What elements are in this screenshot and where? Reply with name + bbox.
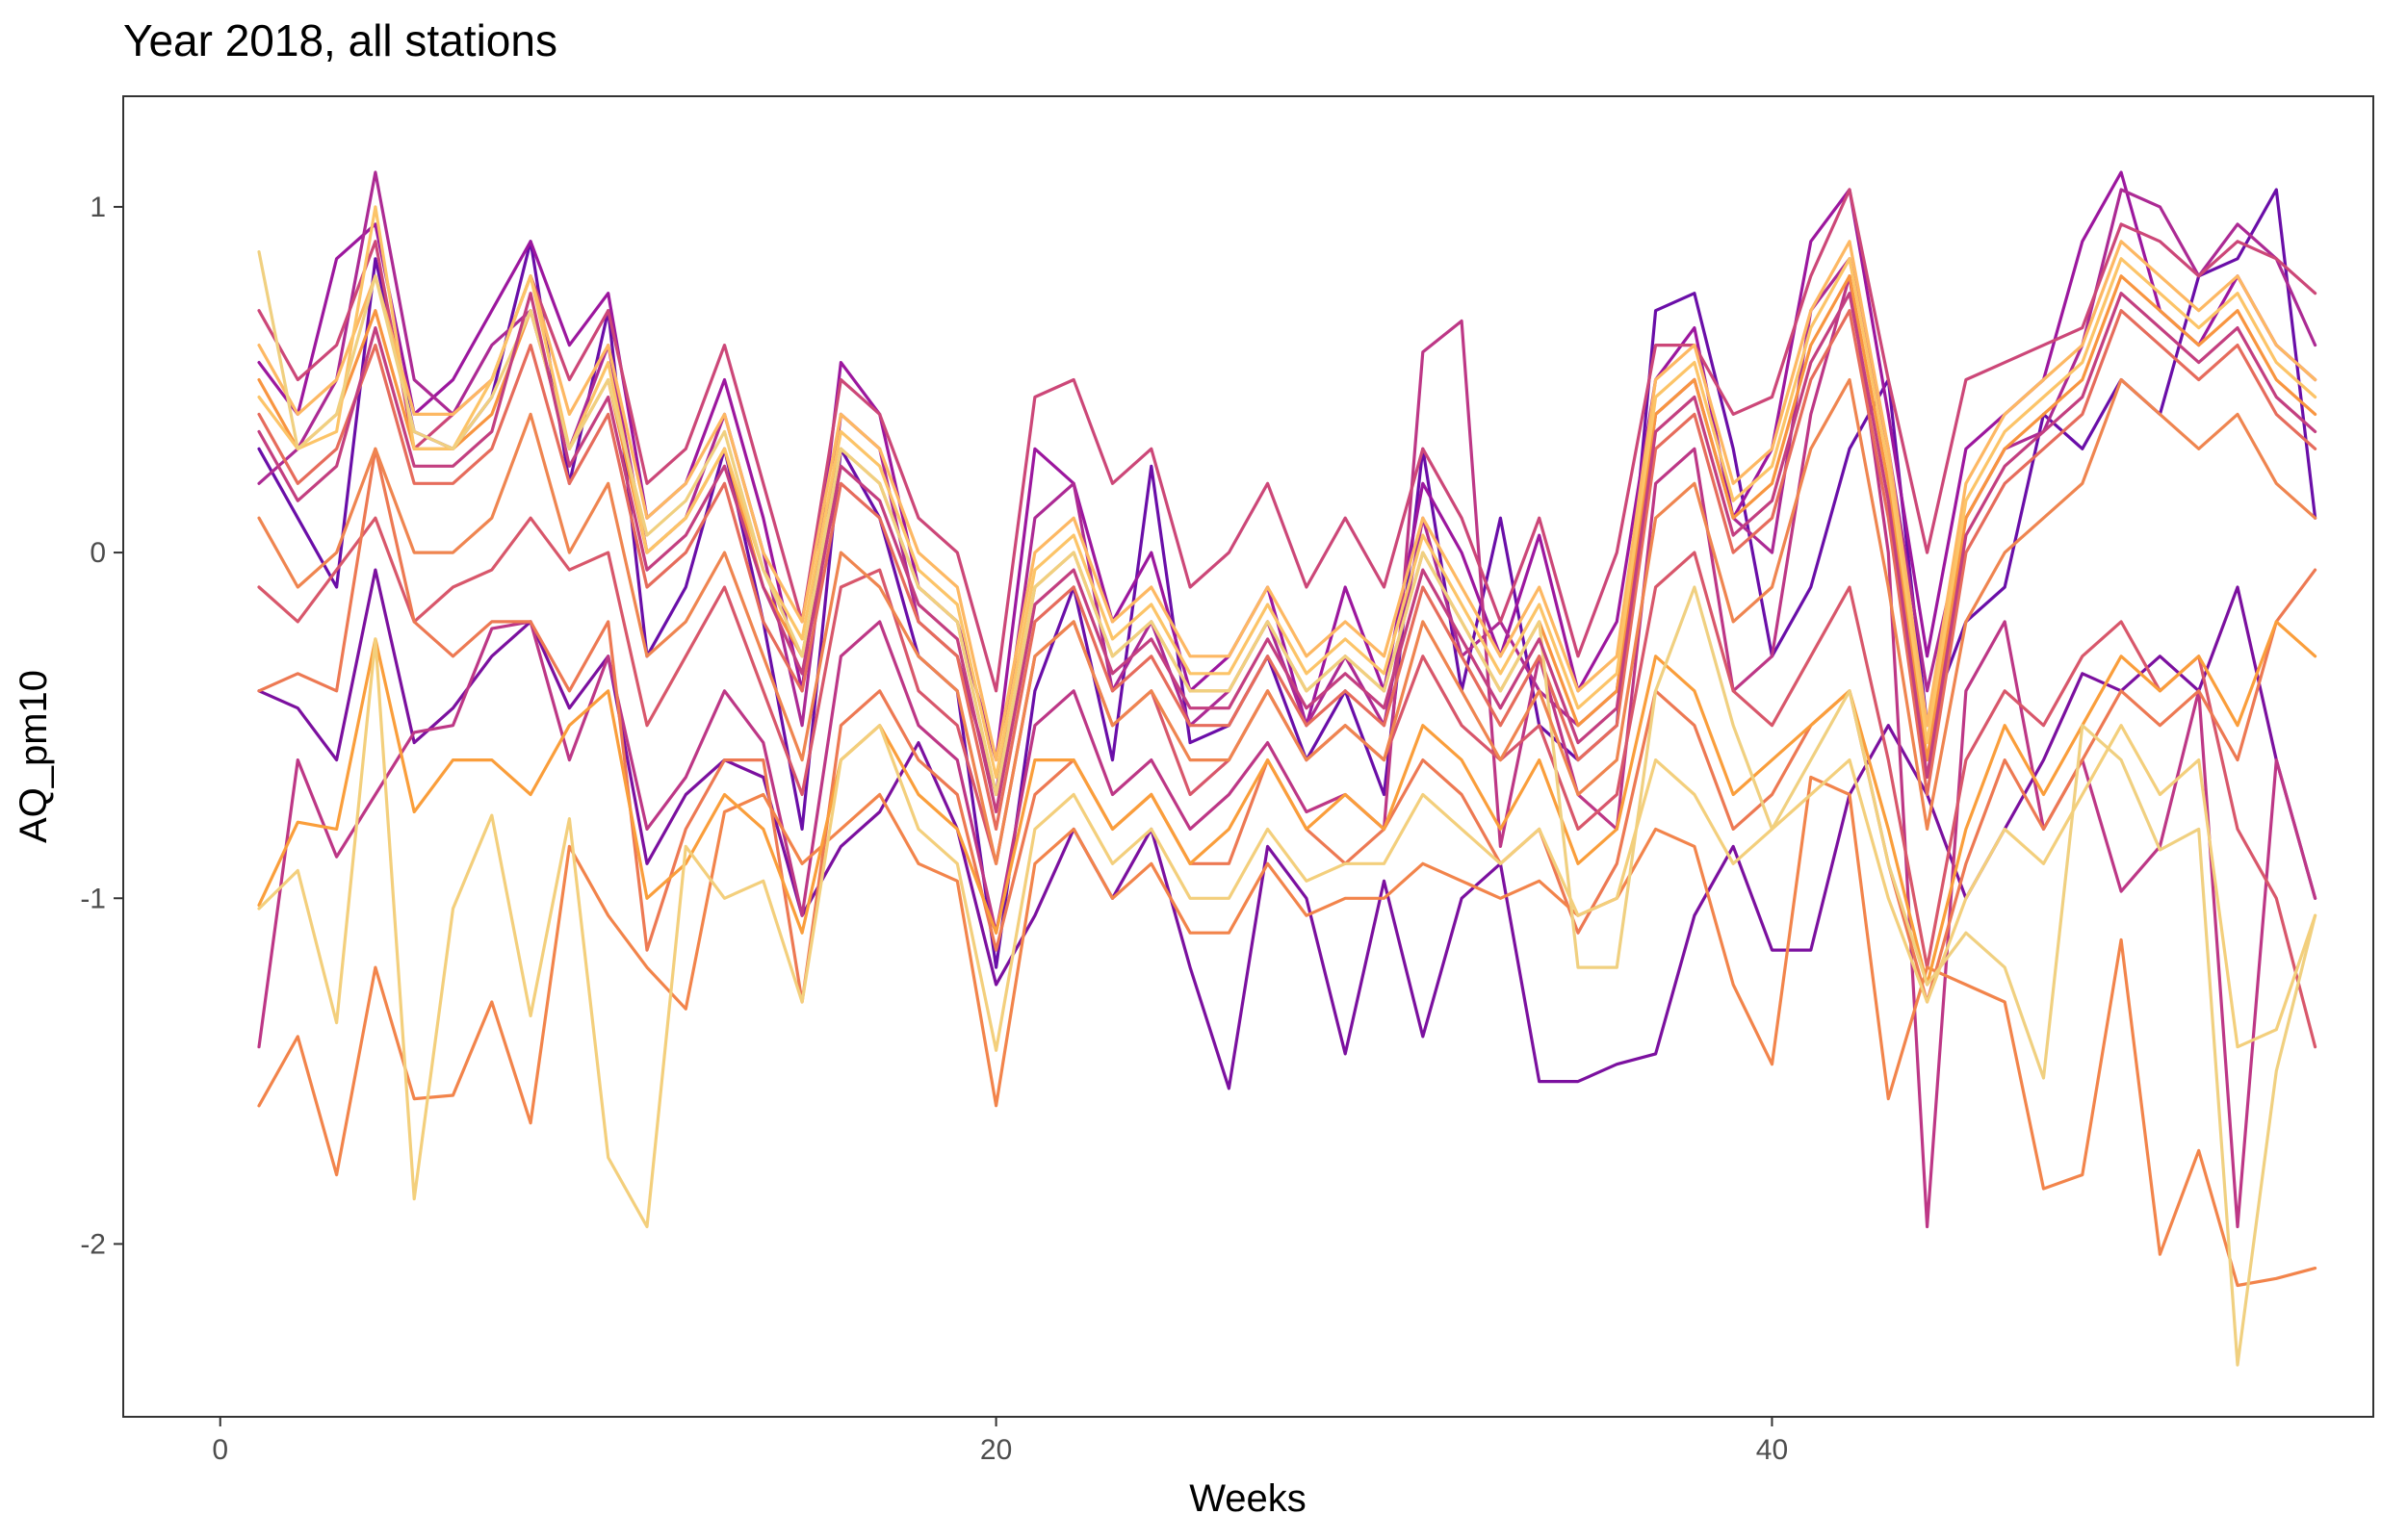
series-line-16 (257, 637, 2317, 1229)
x-axis-ticks: 0 20 40 (212, 1417, 1788, 1466)
chart-title: Year 2018, all stations (123, 15, 557, 65)
x-tick-label: 40 (1756, 1434, 1788, 1466)
plot-panel (122, 95, 2374, 1418)
series-line-10 (257, 775, 2317, 1288)
series-line-15 (257, 250, 2317, 1367)
series-line-14 (257, 205, 2317, 780)
series-line-5 (257, 274, 2317, 1229)
y-axis-ticks: -2 -1 0 1 (80, 192, 123, 1260)
x-axis-title: Weeks (1189, 1477, 1307, 1520)
x-tick-label: 0 (212, 1434, 228, 1466)
series-line-1 (257, 188, 2317, 969)
x-tick-label: 20 (980, 1434, 1012, 1466)
y-axis-title: AQ_pm10 (13, 670, 55, 843)
series-line-13 (257, 240, 2317, 762)
series-line-8 (257, 309, 2317, 832)
y-tick-label: -2 (80, 1228, 106, 1260)
y-tick-label: -1 (80, 883, 106, 914)
series-line-17 (257, 377, 2317, 865)
series-line-12 (257, 620, 2317, 987)
y-tick-label: 1 (90, 192, 106, 223)
y-tick-label: 0 (90, 537, 106, 569)
series-line-18 (257, 292, 2317, 814)
series-layer (257, 170, 2317, 1367)
series-line-6 (257, 188, 2317, 693)
